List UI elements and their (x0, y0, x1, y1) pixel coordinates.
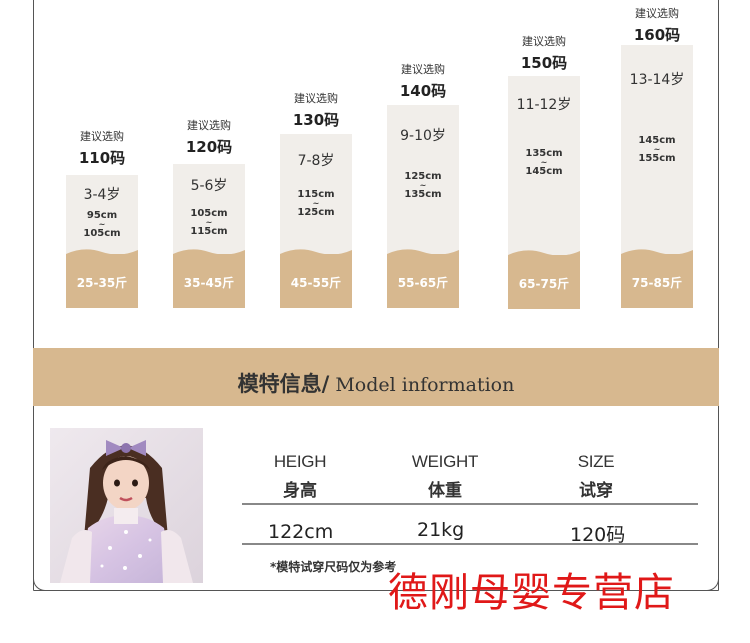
age-range: 7-8岁 (297, 153, 335, 169)
recommend-label: 建议选购 (401, 63, 445, 76)
model-info-title-en: Model information (329, 374, 515, 396)
height-min: 145cm (638, 135, 676, 146)
age-range: 11-12岁 (516, 97, 572, 113)
height-range: 95cm ~ 105cm (66, 210, 138, 239)
height-range: 135cm ~ 145cm (508, 148, 580, 177)
recommend-label: 建议选购 (294, 92, 338, 105)
wave-shape (387, 249, 459, 258)
height-max: 135cm (404, 189, 442, 200)
header-en: HEIGH (273, 452, 327, 471)
age-range: 5-6岁 (190, 178, 228, 194)
table-rule-bottom (242, 543, 698, 545)
height-max: 105cm (83, 228, 121, 239)
frame-bottom-line (33, 590, 719, 591)
size-column-130: 建议选购 130码 7-8岁 115cm ~ 125cm 45-55斤 (280, 90, 352, 308)
reference-note: *模特试穿尺码仅为参考 (270, 560, 397, 574)
model-photo-illustration (50, 428, 203, 583)
weight-range: 35-45斤 (183, 276, 235, 290)
size-code: 160码 (633, 26, 681, 44)
weight-range: 65-75斤 (518, 277, 570, 291)
model-photo (50, 428, 203, 583)
height-tilde: ~ (312, 199, 320, 208)
height-min: 135cm (525, 148, 563, 159)
size-code: 130码 (292, 111, 340, 129)
table-header-weight: WEIGHT 体重 (408, 452, 482, 501)
height-max: 125cm (297, 207, 335, 218)
height-range: 115cm ~ 125cm (280, 189, 352, 218)
weight-band: 55-65斤 (387, 249, 459, 308)
model-info-title-cn: 模特信息/ (237, 372, 330, 396)
table-value-size: 120码 (570, 524, 626, 546)
table-value-height: 122cm (268, 521, 334, 543)
shop-watermark: 德刚母婴专营店 (388, 570, 675, 616)
model-info-title: 模特信息/ Model information (33, 368, 719, 398)
weight-band: 65-75斤 (508, 250, 580, 309)
size-column-140: 建议选购 140码 9-10岁 125cm ~ 135cm 55-65斤 (387, 61, 459, 308)
age-range: 3-4岁 (83, 187, 121, 203)
weight-band: 35-45斤 (173, 249, 245, 308)
table-rule-top (242, 503, 698, 505)
wave-shape (621, 249, 693, 258)
weight-range: 25-35斤 (76, 276, 128, 290)
height-max: 145cm (525, 166, 563, 177)
size-column-110: 建议选购 110码 3-4岁 95cm ~ 105cm 25-35斤 (66, 128, 138, 308)
height-range: 105cm ~ 115cm (173, 208, 245, 237)
table-header-size: SIZE 试穿 (566, 452, 626, 501)
size-column-120: 建议选购 120码 5-6岁 105cm ~ 115cm 35-45斤 (173, 117, 245, 308)
recommend-label: 建议选购 (80, 130, 124, 143)
size-code: 120码 (185, 138, 233, 156)
height-min: 125cm (404, 171, 442, 182)
height-max: 115cm (190, 226, 228, 237)
height-min: 115cm (297, 189, 335, 200)
header-en: WEIGHT (411, 452, 479, 471)
weight-band: 75-85斤 (621, 249, 693, 308)
frame-left-line (33, 0, 34, 590)
height-min: 95cm (86, 210, 118, 221)
weight-band: 25-35斤 (66, 249, 138, 308)
table-header-height: HEIGH 身高 (268, 452, 332, 501)
size-column-150: 建议选购 150码 11-12岁 135cm ~ 145cm 65-75斤 (508, 33, 580, 309)
wave-shape (280, 249, 352, 258)
weight-band: 45-55斤 (280, 249, 352, 308)
height-tilde: ~ (540, 158, 548, 167)
age-range: 13-14岁 (629, 72, 685, 88)
height-tilde: ~ (653, 145, 661, 154)
weight-range: 75-85斤 (631, 276, 683, 290)
recommend-label: 建议选购 (635, 7, 679, 20)
height-range: 125cm ~ 135cm (387, 171, 459, 200)
recommend-label: 建议选购 (522, 35, 566, 48)
height-min: 105cm (190, 208, 228, 219)
age-range: 9-10岁 (400, 128, 446, 144)
height-tilde: ~ (205, 218, 213, 227)
header-cn: 体重 (428, 481, 462, 501)
header-en: SIZE (577, 452, 615, 471)
size-code: 150码 (520, 54, 568, 72)
height-range: 145cm ~ 155cm (621, 135, 693, 164)
size-code: 110码 (78, 149, 126, 167)
wave-shape (66, 249, 138, 258)
height-tilde: ~ (98, 220, 106, 229)
weight-range: 55-65斤 (397, 276, 449, 290)
wave-shape (508, 250, 580, 259)
recommend-label: 建议选购 (187, 119, 231, 132)
frame-right-line (718, 0, 719, 590)
size-column-160: 建议选购 160码 13-14岁 145cm ~ 155cm 75-85斤 (621, 5, 693, 308)
header-cn: 试穿 (579, 481, 613, 501)
wave-shape (173, 249, 245, 258)
header-cn: 身高 (283, 481, 317, 501)
size-code: 140码 (399, 82, 447, 100)
model-info-banner: 模特信息/ Model information (33, 348, 719, 406)
weight-range: 45-55斤 (290, 276, 342, 290)
height-tilde: ~ (419, 181, 427, 190)
height-max: 155cm (638, 153, 676, 164)
table-value-weight: 21kg (417, 519, 465, 541)
